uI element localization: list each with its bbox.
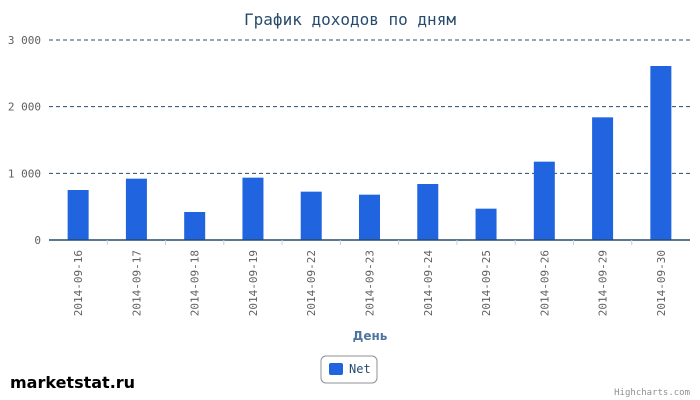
legend-box[interactable] xyxy=(320,355,378,384)
bar[interactable] xyxy=(125,178,147,240)
x-axis-ticks: 2014-09-16 2014-09-17 2014-09-18 2014-09-19… xyxy=(72,240,668,316)
bar[interactable] xyxy=(592,117,614,240)
x-tick-label: 2014-09-18 xyxy=(189,250,202,316)
x-axis-label: День xyxy=(353,329,388,343)
x-tick-label: 2014-09-30 xyxy=(655,250,668,316)
grid-lines xyxy=(49,39,690,174)
x-tick-label: 2014-09-23 xyxy=(364,250,377,316)
x-tick-label: 2014-09-26 xyxy=(538,250,551,316)
x-tick-label: 2014-09-16 xyxy=(72,250,85,316)
highcharts-credit[interactable]: Highcharts.com xyxy=(614,388,690,398)
x-tick-label: 2014-09-25 xyxy=(480,250,493,316)
y-tick-label: 1 000 xyxy=(8,167,41,180)
x-tick-label: 2014-09-19 xyxy=(247,250,260,316)
x-tick-label: 2014-09-29 xyxy=(597,250,610,316)
bar[interactable] xyxy=(533,161,555,240)
y-tick-label: 3 000 xyxy=(8,34,41,47)
bars[interactable] xyxy=(67,66,672,240)
chart-title: График доходов по дням xyxy=(244,10,456,29)
y-tick-label: 0 xyxy=(34,234,41,247)
legend-label-net: Net xyxy=(349,362,371,376)
x-tick-label: 2014-09-24 xyxy=(422,250,435,317)
bar[interactable] xyxy=(417,184,439,240)
y-axis-ticks: 0 1 000 2 000 3 000 xyxy=(8,34,41,247)
bar[interactable] xyxy=(300,191,322,240)
x-tick-label: 2014-09-17 xyxy=(130,250,143,316)
bar[interactable] xyxy=(184,212,206,240)
brand-label: marketstat.ru xyxy=(10,373,135,392)
legend[interactable]: Net xyxy=(320,355,378,384)
bar[interactable] xyxy=(650,66,672,240)
legend-swatch-net xyxy=(329,363,343,375)
bar[interactable] xyxy=(359,194,380,240)
bar[interactable] xyxy=(475,208,497,240)
y-tick-label: 2 000 xyxy=(8,101,41,114)
x-tick-label: 2014-09-22 xyxy=(305,250,318,316)
bar[interactable] xyxy=(67,190,89,240)
bar[interactable] xyxy=(242,177,264,240)
